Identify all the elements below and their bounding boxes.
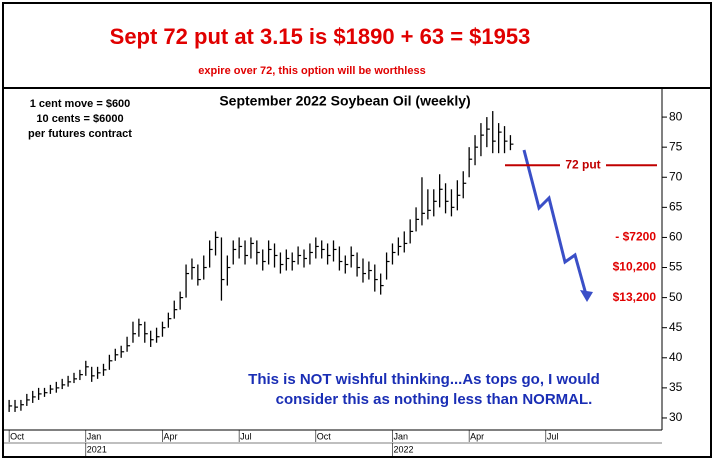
x-tick-label: Oct [317, 431, 332, 441]
note: 1 cent move = $600 [30, 98, 131, 110]
year-label: 2022 [393, 444, 413, 454]
x-tick-label: Jan [393, 431, 408, 441]
x-tick-label: Oct [10, 431, 25, 441]
put-label-bg [560, 158, 606, 173]
y-tick-label: 30 [669, 410, 683, 424]
loss-label: $10,200 [613, 260, 657, 274]
x-tick-label: Jan [87, 431, 102, 441]
y-tick-label: 45 [669, 320, 683, 334]
note: per futures contract [28, 128, 132, 140]
x-tick-label: Jul [547, 431, 559, 441]
arrowhead [580, 290, 593, 302]
y-tick-label: 35 [669, 380, 683, 394]
y-tick-label: 80 [669, 109, 683, 123]
chart-title: September 2022 Soybean Oil (weekly) [219, 93, 470, 109]
comment: consider this as nothing less than NORMA… [276, 391, 593, 408]
y-tick-label: 50 [669, 290, 683, 304]
x-tick-label: Apr [163, 431, 177, 441]
y-tick-label: 65 [669, 200, 683, 214]
y-tick-label: 60 [669, 230, 683, 244]
y-tick-label: 75 [669, 139, 683, 153]
y-tick-label: 40 [669, 350, 683, 364]
put-label: 72 put [565, 157, 600, 171]
loss-label: - $7200 [615, 230, 656, 244]
x-tick-label: Jul [240, 431, 252, 441]
subheadline: expire over 72, this option will be wort… [198, 65, 425, 77]
headline: Sept 72 put at 3.15 is $1890 + 63 = $195… [110, 24, 531, 49]
comment: This is NOT wishful thinking...As tops g… [248, 371, 600, 388]
note: 10 cents = $6000 [36, 113, 123, 125]
year-label: 2021 [87, 444, 107, 454]
x-tick-label: Apr [470, 431, 484, 441]
projection-arrow [522, 149, 589, 299]
y-tick-label: 70 [669, 169, 683, 183]
y-tick-label: 55 [669, 260, 683, 274]
loss-label: $13,200 [613, 290, 657, 304]
